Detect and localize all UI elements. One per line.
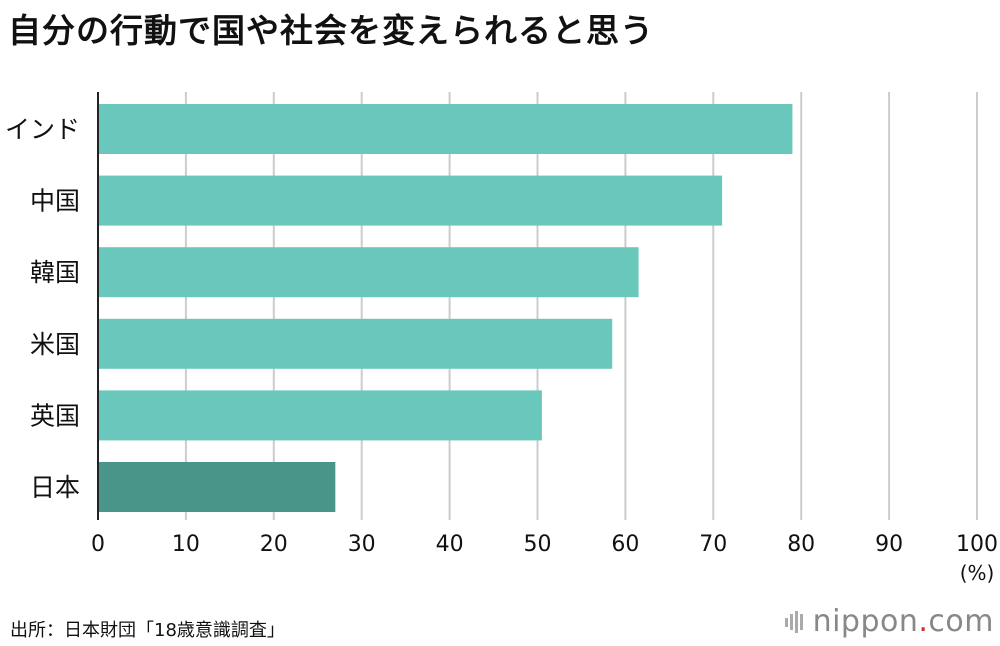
category-label-4: 英国 (30, 401, 80, 430)
category-label-3: 米国 (30, 330, 80, 359)
x-tick-label-10: 10 (172, 532, 200, 557)
x-tick-label-60: 60 (611, 532, 639, 557)
category-label-5: 日本 (30, 473, 80, 502)
x-tick-label-0: 0 (91, 532, 105, 557)
x-tick-label-40: 40 (436, 532, 464, 557)
x-tick-labels: 0 10 20 30 40 50 60 70 80 90 100 (91, 532, 998, 557)
source-note: 出所：日本財団「18歳意識調査」 (10, 620, 285, 641)
x-tick-label-30: 30 (348, 532, 376, 557)
bar-4 (98, 390, 542, 441)
bars (98, 104, 793, 512)
nippon-logo: nippon.com (784, 604, 994, 639)
bar-1 (98, 175, 723, 226)
bar-2 (98, 247, 639, 298)
x-tick-label-20: 20 (260, 532, 288, 557)
category-label-2: 韓国 (30, 258, 80, 287)
x-tick-label-70: 70 (699, 532, 727, 557)
logo-name: nippon (812, 604, 919, 639)
nippon-logo-mark-icon (784, 610, 803, 633)
chart-title: 自分の行動で国や社会を変えられると思う (8, 11, 654, 50)
grid-lines (184, 92, 978, 520)
bar-0 (98, 104, 793, 154)
x-tick-label-50: 50 (524, 532, 552, 557)
bar-3 (98, 318, 613, 369)
logo-suffix: com (928, 604, 994, 639)
x-tick-label-90: 90 (875, 532, 903, 557)
logo-dot: . (918, 604, 929, 639)
category-label-1: 中国 (30, 187, 80, 216)
x-tick-label-100: 100 (956, 532, 998, 557)
x-axis-unit-label: (%) (960, 561, 995, 585)
x-tick-label-80: 80 (787, 532, 815, 557)
bar-5 (98, 462, 336, 512)
category-label-0: インド (5, 115, 80, 144)
logo-text: nippon.com (813, 604, 994, 639)
